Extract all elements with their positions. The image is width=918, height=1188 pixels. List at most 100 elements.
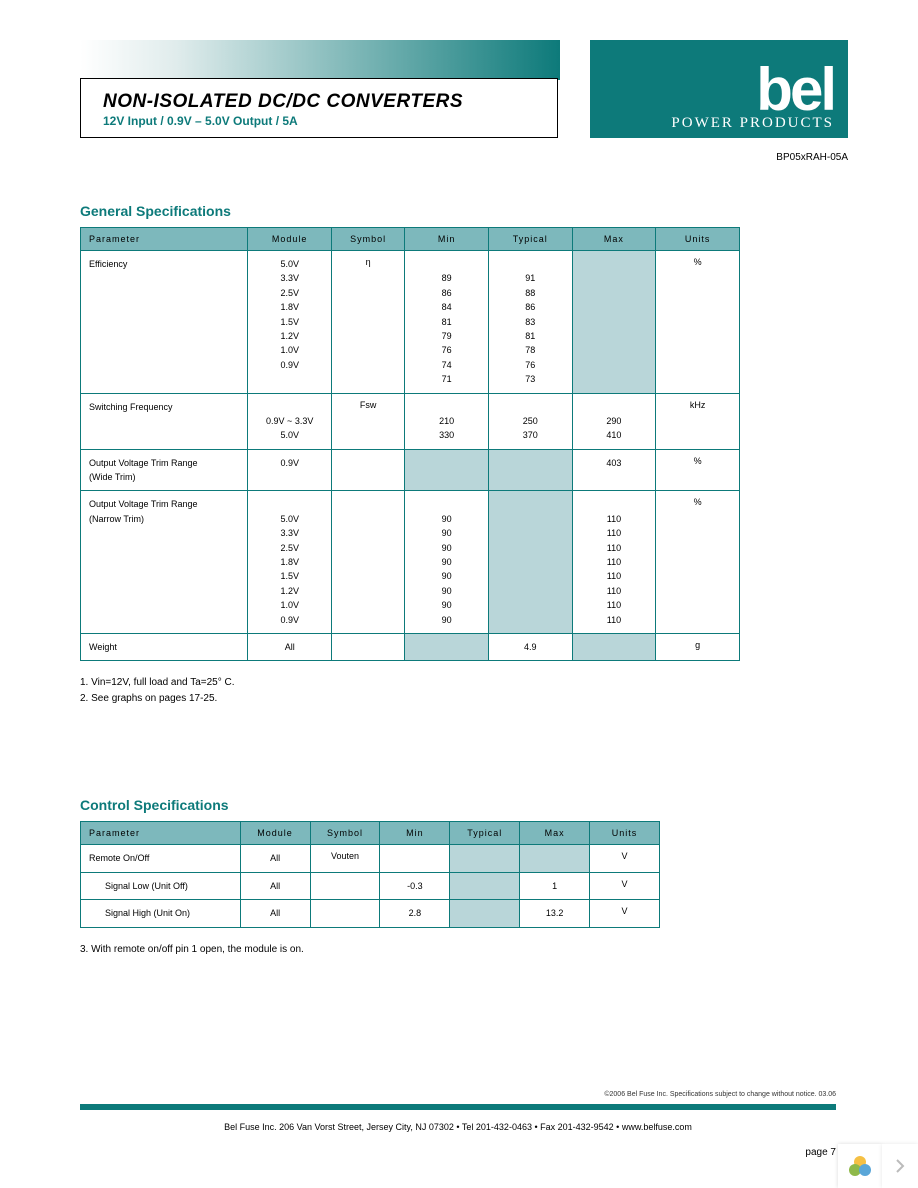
cell-module: All [240,900,310,927]
col-units: Units [656,228,740,251]
cell-max: 13.2 [520,900,590,927]
col-symbol: Symbol [310,822,380,845]
cell-symbol [332,633,405,660]
cell-min: 8986848179767471 [405,251,489,394]
title-box: NON-ISOLATED DC/DC CONVERTERS 12V Input … [80,78,558,138]
cell-units: V [590,845,660,872]
col-typical: Typical [488,228,572,251]
footer-copyright: ©2006 Bel Fuse Inc. Specifications subje… [604,1091,836,1098]
cell-min: -0.3 [380,872,450,899]
footer-rule [80,1104,836,1110]
table-row: Output Voltage Trim Range(Wide Trim)0.9V… [81,449,740,491]
table-row: Switching Frequency 0.9V ~ 3.3V5.0VFsw 2… [81,393,740,449]
general-spec-table: Parameter Module Symbol Min Typical Max … [80,227,740,661]
cell-typ: 4.9 [488,633,572,660]
cell-max: 403 [572,449,656,491]
table-row: Output Voltage Trim Range(Narrow Trim) 5… [81,491,740,634]
header-gradient [80,40,560,80]
cell-symbol: η [332,251,405,394]
cell-param: Efficiency [81,251,248,394]
page-header: NON-ISOLATED DC/DC CONVERTERS 12V Input … [80,40,848,138]
cell-symbol [310,900,380,927]
cell-min [405,449,489,491]
col-min: Min [405,228,489,251]
brand-name: bel [596,64,834,115]
cell-typ [488,449,572,491]
cell-module: 0.9V [248,449,332,491]
cell-symbol [332,491,405,634]
section-title-control: Control Specifications [80,797,848,813]
col-min: Min [380,822,450,845]
page-number: page 7 [805,1147,836,1158]
cell-module: 5.0V3.3V2.5V1.8V1.5V1.2V1.0V0.9V [248,491,332,634]
cell-module: All [248,633,332,660]
col-module: Module [240,822,310,845]
section-title-general: General Specifications [80,203,848,219]
cell-max: 290410 [572,393,656,449]
cell-module: 0.9V ~ 3.3V5.0V [248,393,332,449]
cell-typ [450,872,520,899]
cell-symbol: Fsw [332,393,405,449]
table-row: WeightAll 4.9 g [81,633,740,660]
col-symbol: Symbol [332,228,405,251]
col-module: Module [248,228,332,251]
cell-param: Output Voltage Trim Range(Narrow Trim) [81,491,248,634]
cell-units: g [656,633,740,660]
cell-max: 110110110110110110110110 [572,491,656,634]
cell-typ: 9188868381787673 [488,251,572,394]
cell-typ: 250370 [488,393,572,449]
doc-title: NON-ISOLATED DC/DC CONVERTERS [103,91,535,113]
cell-module: All [240,845,310,872]
cell-min: 9090909090909090 [405,491,489,634]
control-spec-table: Parameter Module Symbol Min Typical Max … [80,821,660,927]
cell-units: % [656,491,740,634]
cell-param: Switching Frequency [81,393,248,449]
cell-min: 2.8 [380,900,450,927]
cell-param: Remote On/Off [81,845,241,872]
cell-units: V [590,872,660,899]
next-page-button[interactable] [882,1144,918,1188]
cell-symbol [332,449,405,491]
cell-max [520,845,590,872]
cell-param: Weight [81,633,248,660]
brand-tagline: POWER PRODUCTS [596,115,834,132]
cell-param: Signal Low (Unit Off) [81,872,241,899]
col-max: Max [520,822,590,845]
cell-module: All [240,872,310,899]
table-row: Remote On/OffAllVouten V [81,845,660,872]
cell-max: 1 [520,872,590,899]
section1-notes: 1. Vin=12V, full load and Ta=25° C.2. Se… [80,675,848,707]
cell-typ [488,491,572,634]
col-parameter: Parameter [81,822,241,845]
footer-address: Bel Fuse Inc. 206 Van Vorst Street, Jers… [80,1122,836,1132]
cell-typ [450,900,520,927]
cell-typ [450,845,520,872]
col-typical: Typical [450,822,520,845]
viewer-toolbar [838,1144,918,1188]
table-row: Efficiency5.0V3.3V2.5V1.8V1.5V1.2V1.0V0.… [81,251,740,394]
cell-param: Signal High (Unit On) [81,900,241,927]
cell-symbol [310,872,380,899]
viewer-logo-icon[interactable] [838,1144,882,1188]
part-number: BP05xRAH-05A [80,152,848,163]
doc-subtitle: 12V Input / 0.9V – 5.0V Output / 5A [103,114,535,128]
col-max: Max [572,228,656,251]
cell-min [405,633,489,660]
col-parameter: Parameter [81,228,248,251]
cell-min: 210330 [405,393,489,449]
cell-module: 5.0V3.3V2.5V1.8V1.5V1.2V1.0V0.9V [248,251,332,394]
table-row: Signal High (Unit On)All 2.8 13.2V [81,900,660,927]
cell-units: V [590,900,660,927]
cell-param: Output Voltage Trim Range(Wide Trim) [81,449,248,491]
table-header-row: Parameter Module Symbol Min Typical Max … [81,228,740,251]
cell-symbol: Vouten [310,845,380,872]
col-units: Units [590,822,660,845]
brand-logo: bel POWER PRODUCTS [590,40,848,138]
cell-max [572,633,656,660]
cell-max [572,251,656,394]
cell-units: % [656,251,740,394]
table-row: Signal Low (Unit Off)All -0.3 1V [81,872,660,899]
cell-units: kHz [656,393,740,449]
cell-units: % [656,449,740,491]
table-header-row: Parameter Module Symbol Min Typical Max … [81,822,660,845]
